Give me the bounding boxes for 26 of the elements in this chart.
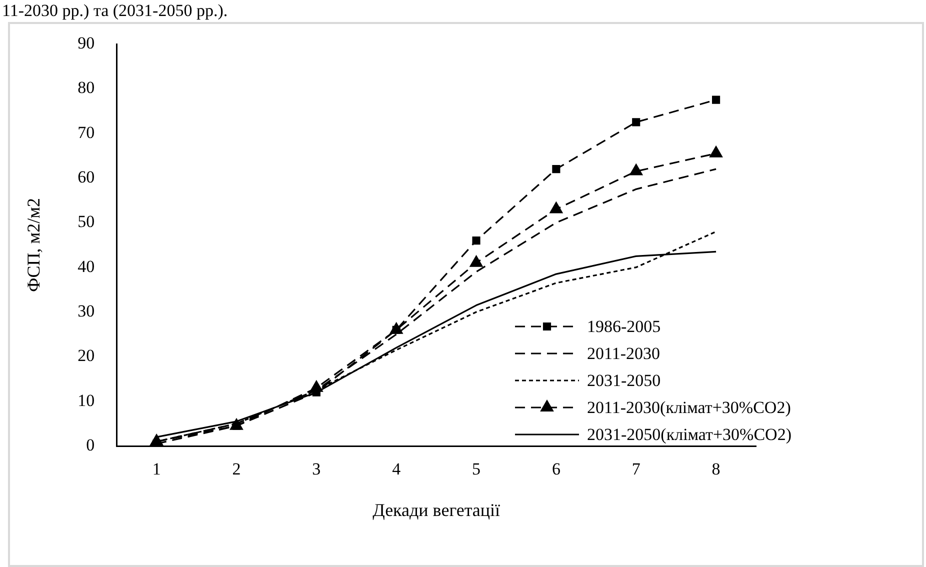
legend-label: 2011-2030(клімат+30%CO2): [587, 398, 791, 417]
x-tick-label: 5: [472, 460, 481, 479]
y-tick-label: 0: [86, 435, 95, 454]
x-tick-label: 3: [312, 460, 321, 479]
x-tick-label: 2: [232, 460, 241, 479]
x-tick-label: 8: [712, 460, 720, 479]
x-tick-label: 4: [392, 460, 402, 479]
y-tick-label: 10: [78, 390, 95, 410]
y-tick-label: 30: [78, 301, 95, 320]
y-tick-label: 70: [78, 122, 95, 142]
y-tick-label: 20: [78, 346, 95, 366]
x-tick-label: 1: [152, 460, 161, 479]
y-tick-label: 90: [78, 33, 95, 52]
y-axis-title: ФСП, м2/м2: [24, 198, 44, 292]
text: 11-2030 рр.) та (2031-2050 рр.).: [2, 1, 228, 20]
legend-label: 2031-2050(клімат+30%CO2): [587, 424, 792, 444]
y-tick-label: 60: [78, 167, 95, 186]
legend-label: 2011-2030: [587, 344, 660, 363]
x-axis-title: Декади вегетації: [372, 500, 500, 520]
y-tick-label: 50: [78, 212, 95, 232]
legend-label: 2031-2050: [587, 370, 661, 390]
x-tick-label: 7: [632, 460, 641, 479]
y-tick-label: 80: [78, 78, 95, 98]
legend-label: 1986-2005: [587, 316, 661, 336]
x-tick-label: 6: [552, 460, 560, 479]
y-tick-label: 40: [78, 256, 95, 276]
